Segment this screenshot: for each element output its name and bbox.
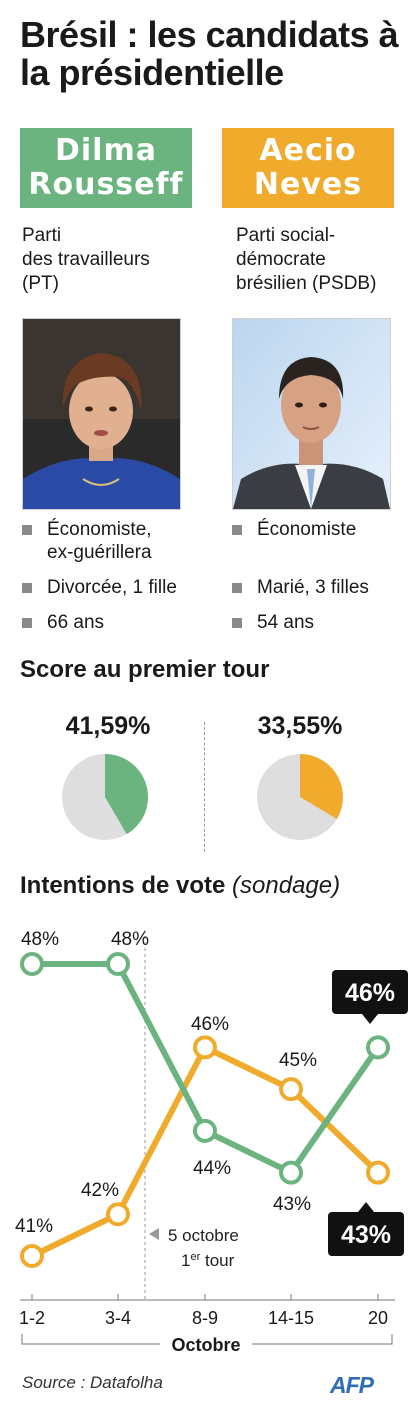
fact-text: 54 ans — [257, 612, 315, 633]
source-text: Source : Datafolha — [22, 1373, 163, 1392]
pie-slice-dilma — [105, 754, 149, 835]
fact-text: Divorcée, 1 fille — [47, 577, 177, 598]
pie-slice-aecio — [300, 754, 343, 819]
candidate-name-aecio: Aecio Neves — [222, 128, 394, 208]
data-label: 48% — [21, 929, 59, 950]
candidate-lastname: Rousseff — [28, 167, 184, 202]
pie-aecio — [257, 754, 343, 840]
pie-dilma — [62, 754, 149, 840]
bullet-square-icon — [22, 583, 32, 593]
fact-text: Marié, 3 filles — [257, 577, 369, 598]
fact-item: 54 ans — [232, 611, 412, 634]
data-point-dilma — [193, 1118, 217, 1143]
bullet-square-icon — [22, 525, 32, 535]
data-point-aecio — [193, 1035, 217, 1060]
facts-aecio: Économiste Marié, 3 filles 54 ans — [232, 518, 412, 634]
annotation-arrow-icon — [149, 1228, 159, 1240]
data-point-dilma — [106, 952, 130, 976]
x-tick-label: 3-4 — [105, 1308, 131, 1328]
fact-item: Divorcée, 1 fille — [22, 576, 202, 599]
callout-text: 43% — [341, 1221, 391, 1249]
facts-dilma: Économiste, ex-guérillera Divorcée, 1 fi… — [22, 518, 202, 634]
data-point-aecio — [279, 1077, 303, 1102]
photo-aecio — [232, 318, 391, 510]
data-label: 41% — [15, 1216, 53, 1237]
annotation-line1: 5 octobre — [168, 1226, 239, 1245]
fact-text: 66 ans — [47, 612, 105, 633]
poll-title: Intentions de vote (sondage) — [20, 872, 340, 900]
page-title: Brésil : les candidats à la présidentiel… — [20, 14, 399, 93]
party-dilma: Parti des travailleurs (PT) — [22, 225, 150, 294]
bullet-square-icon — [232, 583, 242, 593]
first-round-pies — [62, 754, 343, 840]
data-point-dilma — [20, 952, 44, 976]
fact-item: Marié, 3 filles — [232, 576, 412, 599]
final-label-dilma: 46% — [332, 970, 408, 1024]
candidate-firstname: Dilma — [55, 133, 157, 168]
data-label: 42% — [81, 1180, 119, 1201]
photo-dilma — [22, 318, 181, 510]
data-point-aecio — [366, 1160, 390, 1185]
afp-logo: AFP — [330, 1372, 374, 1398]
data-label: 43% — [273, 1194, 311, 1215]
data-point-aecio — [20, 1244, 44, 1268]
annotation-line2: 1er tour — [181, 1251, 235, 1270]
bullet-square-icon — [22, 618, 32, 628]
party-aecio: Parti social- démocrate brésilien (PSDB) — [236, 225, 377, 294]
final-label-aecio: 43% — [328, 1202, 404, 1256]
bullet-square-icon — [232, 525, 242, 535]
x-tick-label: 20 — [368, 1308, 388, 1328]
x-axis-bracket — [21, 1334, 393, 1345]
first-round-title: Score au premier tour — [20, 656, 270, 683]
x-axis-label: Octobre — [171, 1335, 240, 1355]
fact-text: Économiste, ex-guérillera — [47, 519, 152, 563]
candidate-lastname: Neves — [253, 167, 363, 202]
first-round-pct-aecio: 33,55% — [257, 712, 343, 740]
data-point-dilma — [279, 1160, 303, 1185]
data-label: 44% — [193, 1158, 231, 1179]
candidate-name-dilma: Dilma Rousseff — [20, 128, 192, 208]
data-point-aecio — [106, 1202, 130, 1227]
x-tick-label: 8-9 — [192, 1308, 218, 1328]
x-tick-label: 1-2 — [19, 1308, 45, 1328]
callout-text: 46% — [345, 979, 395, 1007]
series-line-aecio — [30, 1044, 381, 1259]
data-label: 45% — [279, 1050, 317, 1071]
data-label: 48% — [111, 929, 149, 950]
data-label: 46% — [191, 1014, 229, 1035]
fact-item: Économiste, ex-guérillera — [22, 518, 202, 564]
poll-title-main: Intentions de vote — [20, 872, 226, 899]
bullet-square-icon — [232, 618, 242, 628]
fact-item: 66 ans — [22, 611, 202, 634]
fact-item: Économiste — [232, 518, 412, 541]
data-point-dilma — [366, 1035, 390, 1060]
candidate-firstname: Aecio — [259, 133, 357, 168]
divider — [204, 722, 205, 852]
first-round-pct-dilma: 41,59% — [65, 712, 151, 740]
x-tick-label: 14-15 — [268, 1308, 314, 1328]
fact-text: Économiste — [257, 519, 357, 540]
poll-subtitle: (sondage) — [232, 872, 341, 899]
